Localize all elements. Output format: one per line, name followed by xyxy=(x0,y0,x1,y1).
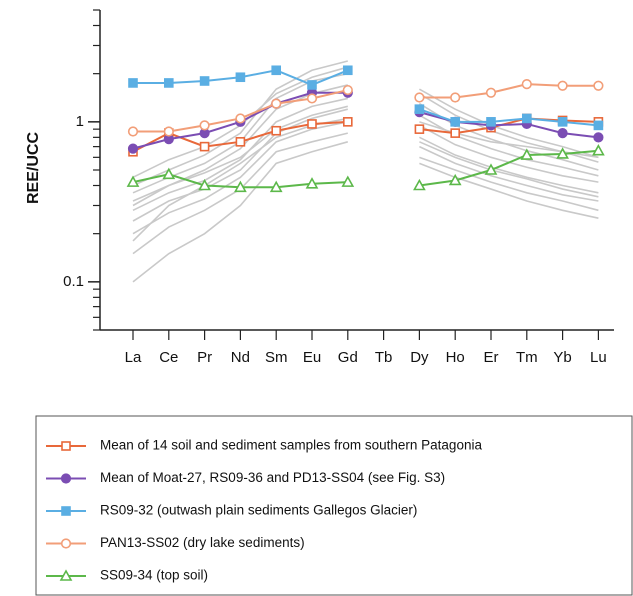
legend-marker xyxy=(61,441,71,451)
data-point xyxy=(520,148,534,160)
legend-label: Mean of 14 soil and sediment samples fro… xyxy=(100,438,482,453)
x-tick-label: Nd xyxy=(231,349,250,366)
data-point xyxy=(198,178,211,191)
data-point xyxy=(271,125,282,136)
data-point xyxy=(556,147,569,159)
data-point xyxy=(127,143,139,154)
background-line xyxy=(419,141,599,198)
data-point xyxy=(162,167,176,180)
data-point xyxy=(163,126,174,137)
x-tick-label: Eu xyxy=(303,349,321,366)
data-point xyxy=(164,78,174,88)
data-point xyxy=(414,92,425,103)
data-point xyxy=(126,175,140,187)
x-tick-label: Ho xyxy=(446,349,465,366)
data-point xyxy=(557,117,568,127)
background-line xyxy=(132,105,348,207)
background-line xyxy=(419,145,599,202)
data-point xyxy=(342,84,353,96)
legend-label: SS09-34 (top soil) xyxy=(100,568,208,583)
data-point xyxy=(486,117,496,127)
y-tick-label: 1 xyxy=(76,113,84,130)
data-point xyxy=(521,79,532,90)
data-point xyxy=(450,128,461,138)
series-line xyxy=(419,83,599,99)
legend-label: RS09-32 (outwash plain sediments Gallego… xyxy=(100,503,417,518)
x-tick-label: Lu xyxy=(590,349,607,366)
x-tick-label: Yb xyxy=(553,349,571,366)
data-point xyxy=(521,113,532,124)
data-point xyxy=(307,119,317,129)
legend-marker xyxy=(59,569,73,581)
data-point xyxy=(593,132,604,143)
x-tick-label: Sm xyxy=(265,349,288,366)
data-point xyxy=(269,180,283,193)
background-line xyxy=(419,162,599,219)
legend-marker xyxy=(61,506,71,516)
background-line xyxy=(419,88,599,159)
data-point xyxy=(305,177,319,189)
data-point xyxy=(271,65,282,76)
data-point xyxy=(413,178,426,191)
y-axis-label: REE/UCC xyxy=(25,132,42,204)
background-line xyxy=(132,108,349,222)
legend-label: PAN13-SS02 (dry lake sediments) xyxy=(100,535,305,550)
data-point xyxy=(342,117,353,127)
data-point xyxy=(485,87,497,98)
data-point xyxy=(235,72,246,83)
background-line xyxy=(419,136,599,194)
series-line xyxy=(419,149,599,187)
series-line xyxy=(419,111,599,139)
legend-label: Mean of Moat-27, RS09-36 and PD13-SS04 (… xyxy=(100,470,445,485)
data-point xyxy=(557,80,568,91)
data-point xyxy=(199,76,210,86)
data-point xyxy=(128,78,138,88)
data-point xyxy=(557,128,568,139)
x-tick-label: Tb xyxy=(375,349,393,366)
series-line xyxy=(419,117,599,135)
data-point xyxy=(235,113,246,124)
data-point xyxy=(235,137,246,147)
x-tick-label: La xyxy=(125,349,142,366)
x-tick-label: Dy xyxy=(410,349,429,366)
x-tick-label: Gd xyxy=(338,349,358,366)
legend-marker xyxy=(60,473,72,484)
background-line xyxy=(419,156,599,212)
x-tick-label: Ce xyxy=(159,349,178,366)
data-point xyxy=(593,120,604,131)
data-point xyxy=(342,65,353,76)
data-point xyxy=(448,173,462,186)
data-point xyxy=(592,144,605,156)
x-tick-label: Tm xyxy=(516,349,538,366)
data-point xyxy=(414,104,425,114)
data-point xyxy=(306,93,318,104)
data-point xyxy=(127,126,139,137)
series-line xyxy=(419,108,599,127)
legend-marker xyxy=(60,538,72,549)
x-tick-label: Pr xyxy=(197,349,212,366)
background-line xyxy=(132,141,349,283)
background-line xyxy=(132,97,348,212)
data-point xyxy=(450,117,461,127)
data-point xyxy=(307,80,317,90)
data-point xyxy=(450,92,461,103)
data-point xyxy=(199,120,210,131)
x-tick-label: Er xyxy=(484,349,499,366)
background-line xyxy=(132,121,348,235)
data-point xyxy=(414,124,425,134)
data-point xyxy=(271,98,282,109)
data-point xyxy=(593,80,604,91)
legend-box xyxy=(35,415,633,596)
data-point xyxy=(199,141,210,152)
data-point xyxy=(484,163,498,175)
data-point xyxy=(234,180,247,193)
y-tick-label: 0.1 xyxy=(63,273,84,290)
data-point xyxy=(341,175,355,187)
